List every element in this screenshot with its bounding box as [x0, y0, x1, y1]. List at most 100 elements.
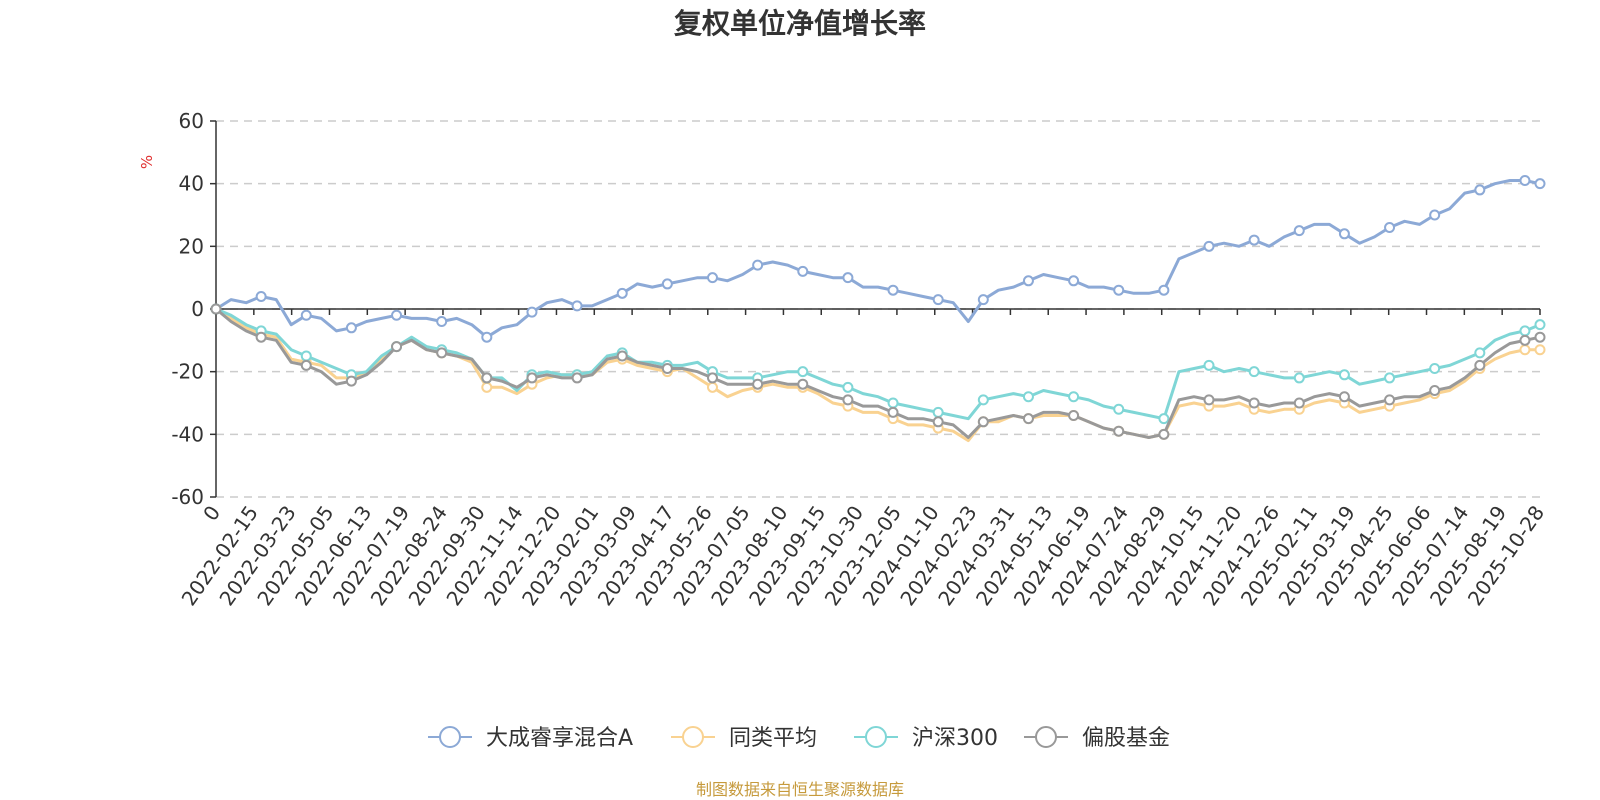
series-point-0 [436, 316, 448, 328]
series-point-3 [1248, 397, 1260, 409]
series-layer [210, 175, 1546, 443]
y-tick-label: 60 [179, 109, 204, 133]
series-point-2 [1068, 391, 1080, 403]
series-point-0 [345, 322, 357, 334]
series-point-3 [1158, 428, 1170, 440]
series-point-3 [1338, 391, 1350, 403]
series-point-0 [1474, 184, 1486, 196]
series-point-3 [436, 347, 448, 359]
series-point-1 [1519, 344, 1531, 356]
series-point-0 [1384, 222, 1396, 234]
series-point-3 [616, 350, 628, 362]
series-point-0 [977, 294, 989, 306]
series-point-3 [571, 372, 583, 384]
series-point-3 [797, 378, 809, 390]
series-point-3 [1113, 425, 1125, 437]
series-point-0 [1022, 275, 1034, 287]
series-point-3 [1293, 397, 1305, 409]
source-note: 制图数据来自恒生聚源数据库 [696, 780, 904, 799]
series-point-1 [481, 381, 493, 393]
series-point-0 [752, 259, 764, 271]
series-point-3 [481, 372, 493, 384]
series-point-2 [1203, 359, 1215, 371]
series-point-3 [1519, 334, 1531, 346]
series-point-3 [526, 372, 538, 384]
series-point-0 [842, 272, 854, 284]
series-point-2 [1248, 366, 1260, 378]
legend-circle-icon [865, 726, 887, 748]
series-point-3 [887, 406, 899, 418]
series-point-2 [842, 381, 854, 393]
series-point-0 [391, 309, 403, 321]
legend-item-csi300[interactable]: 沪深300 [854, 726, 998, 751]
series-point-3 [842, 394, 854, 406]
series-point-2 [932, 406, 944, 418]
y-tick-label: 0 [191, 297, 204, 321]
y-tick-label: 40 [179, 172, 204, 196]
series-point-3 [707, 372, 718, 384]
y-tick-label: -60 [171, 485, 204, 509]
series-point-0 [1429, 209, 1441, 221]
series-point-3 [210, 303, 222, 315]
series-point-2 [1113, 403, 1125, 415]
series-point-0 [1338, 228, 1350, 240]
series-point-3 [932, 416, 944, 428]
legend-circle-icon [439, 726, 461, 748]
series-point-3 [391, 341, 403, 353]
legend-label: 沪深300 [912, 726, 998, 751]
series-point-2 [797, 366, 809, 378]
series-line-0 [215, 179, 1541, 339]
axes [215, 121, 1540, 497]
series-point-3 [255, 331, 267, 343]
y-tick-label: 20 [179, 234, 204, 258]
series-point-2 [1384, 372, 1396, 384]
series-point-2 [887, 397, 899, 409]
series-point-0 [1293, 225, 1305, 237]
series-point-0 [255, 290, 267, 302]
series-point-2 [1338, 369, 1350, 381]
series-point-2 [300, 350, 312, 362]
y-tick-label: -20 [171, 360, 204, 384]
legend-item-fund[interactable]: 大成睿享混合A [428, 726, 633, 751]
series-point-2 [977, 394, 989, 406]
series-point-3 [1203, 394, 1215, 406]
series-point-0 [1519, 175, 1531, 187]
series-point-3 [345, 375, 357, 387]
legend[interactable]: 大成睿享混合A 同类平均 沪深300 偏股基金 [428, 726, 1170, 751]
legend-label: 同类平均 [729, 726, 817, 751]
series-point-1 [707, 381, 718, 393]
series-point-0 [1203, 240, 1215, 252]
series-point-0 [1068, 275, 1080, 287]
series-point-0 [797, 265, 809, 277]
series-point-3 [1384, 394, 1396, 406]
series-point-2 [1429, 363, 1441, 375]
series-point-3 [1022, 413, 1034, 425]
series-point-3 [977, 416, 989, 428]
legend-item-peer-average[interactable]: 同类平均 [671, 726, 817, 751]
series-point-2 [1474, 347, 1486, 359]
series-point-3 [752, 378, 764, 390]
legend-label: 偏股基金 [1082, 726, 1170, 751]
series-point-3 [1068, 410, 1080, 422]
series-point-2 [1534, 319, 1546, 331]
series-point-0 [887, 284, 899, 296]
series-point-3 [1429, 384, 1441, 396]
series-point-0 [1534, 178, 1546, 190]
series-point-2 [1293, 372, 1305, 384]
legend-item-equity-fund[interactable]: 偏股基金 [1024, 726, 1170, 751]
series-point-3 [300, 359, 312, 371]
y-axis-ticks: 60 40 20 0 -20 -40 -60 [171, 109, 216, 509]
series-point-2 [1519, 325, 1531, 337]
legend-label: 大成睿享混合A [486, 726, 633, 751]
series-point-0 [1158, 284, 1170, 296]
series-point-1 [1534, 344, 1546, 356]
y-axis-label: % [138, 155, 156, 169]
series-point-0 [707, 272, 718, 284]
legend-circle-icon [1035, 726, 1057, 748]
series-point-0 [300, 309, 312, 321]
series-point-2 [1022, 391, 1034, 403]
series-point-0 [1113, 284, 1125, 296]
legend-circle-icon [682, 726, 704, 748]
series-point-0 [526, 306, 538, 318]
